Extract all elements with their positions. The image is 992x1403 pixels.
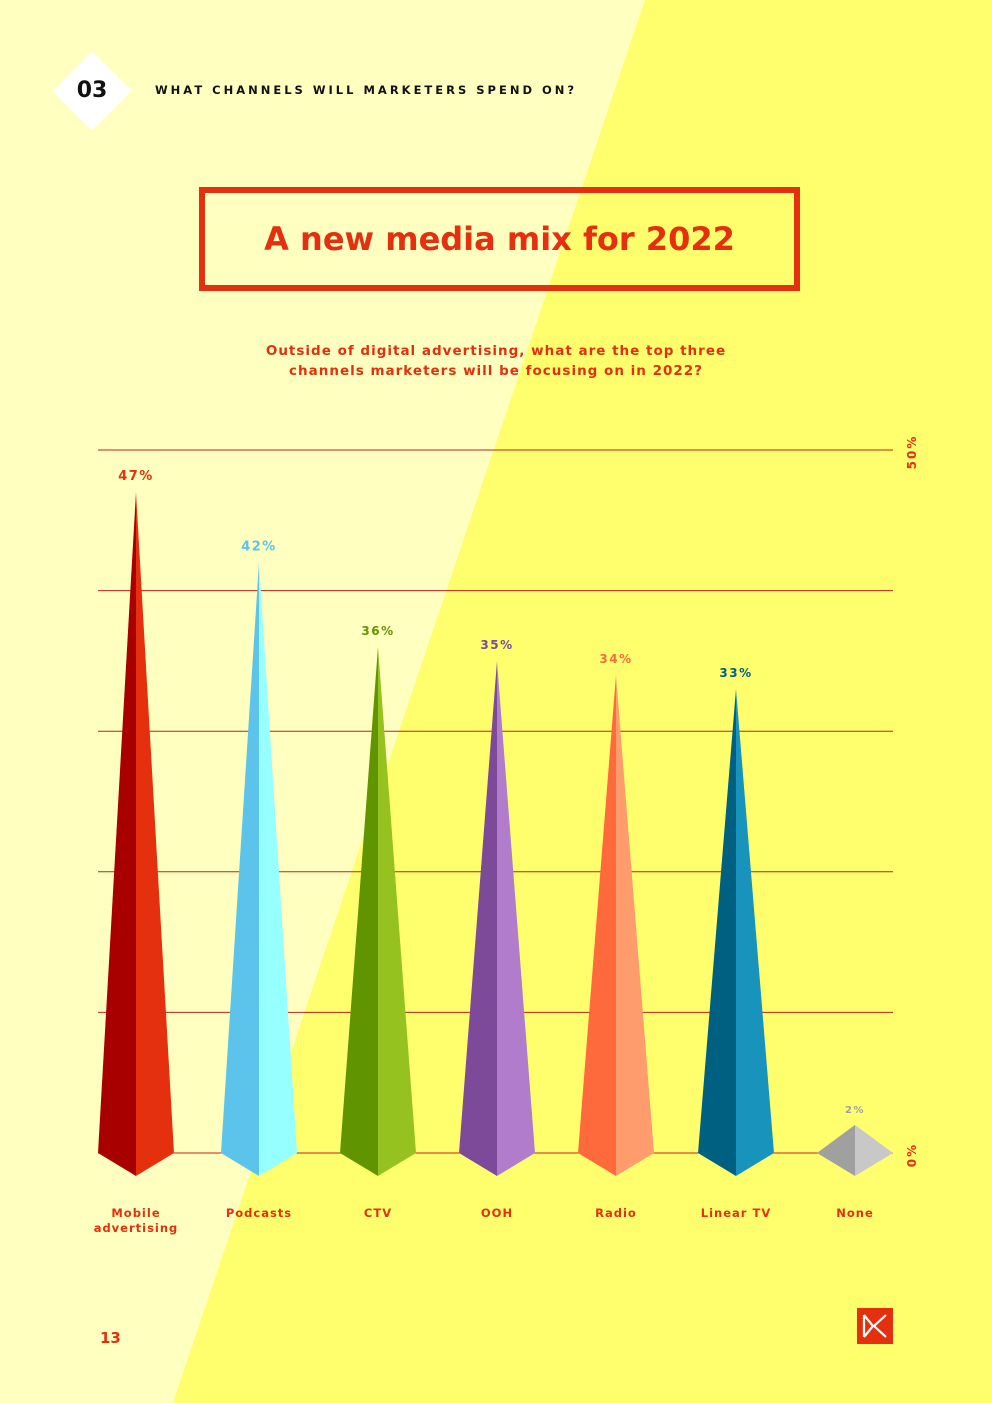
bar-left-face [340,646,378,1176]
category-label: Mobile [111,1206,160,1220]
section-number-badge: 03 [52,51,132,131]
bar-value-label: 2% [845,1105,865,1116]
category-label: advertising [94,1221,179,1235]
category-label: Podcasts [226,1206,292,1220]
bar-value-label: 33% [719,666,752,680]
page-number: 13 [100,1329,121,1347]
bar-right-face [497,660,535,1176]
bar-left-face [459,660,497,1176]
category-label: OOH [481,1206,513,1220]
bar-left-face [698,689,736,1176]
bar-right-face [136,492,174,1176]
bar-right-face [855,1124,893,1176]
category-label: Linear TV [701,1206,771,1220]
bar-left-face [817,1124,855,1176]
bar-right-face [616,674,654,1176]
bar-right-face [736,689,774,1176]
bar-left-face [578,674,616,1176]
bar-value-label: 34% [599,652,632,666]
bar-right-face [259,562,297,1176]
section-number: 03 [76,78,108,103]
section-title: WHAT CHANNELS WILL MARKETERS SPEND ON? [155,83,578,97]
category-label: None [836,1206,874,1220]
y-tick-label: 50% [905,435,919,470]
y-tick-label: 0% [905,1143,919,1167]
bar-left-face [221,562,259,1176]
logo-icon [862,1314,887,1338]
bar-left-face [98,492,136,1176]
bar-value-label: 35% [480,638,513,652]
bar-value-label: 36% [361,624,394,638]
category-label: CTV [364,1206,392,1220]
page-title: A new media mix for 2022 [264,220,735,258]
brand-logo [857,1308,893,1344]
survey-question: Outside of digital advertising, what are… [265,343,727,379]
title-box: A new media mix for 2022 [199,187,800,291]
bar-value-label: 47% [118,469,154,484]
bar-right-face [378,646,416,1176]
category-label: Radio [595,1206,637,1220]
bar-value-label: 42% [241,539,277,554]
